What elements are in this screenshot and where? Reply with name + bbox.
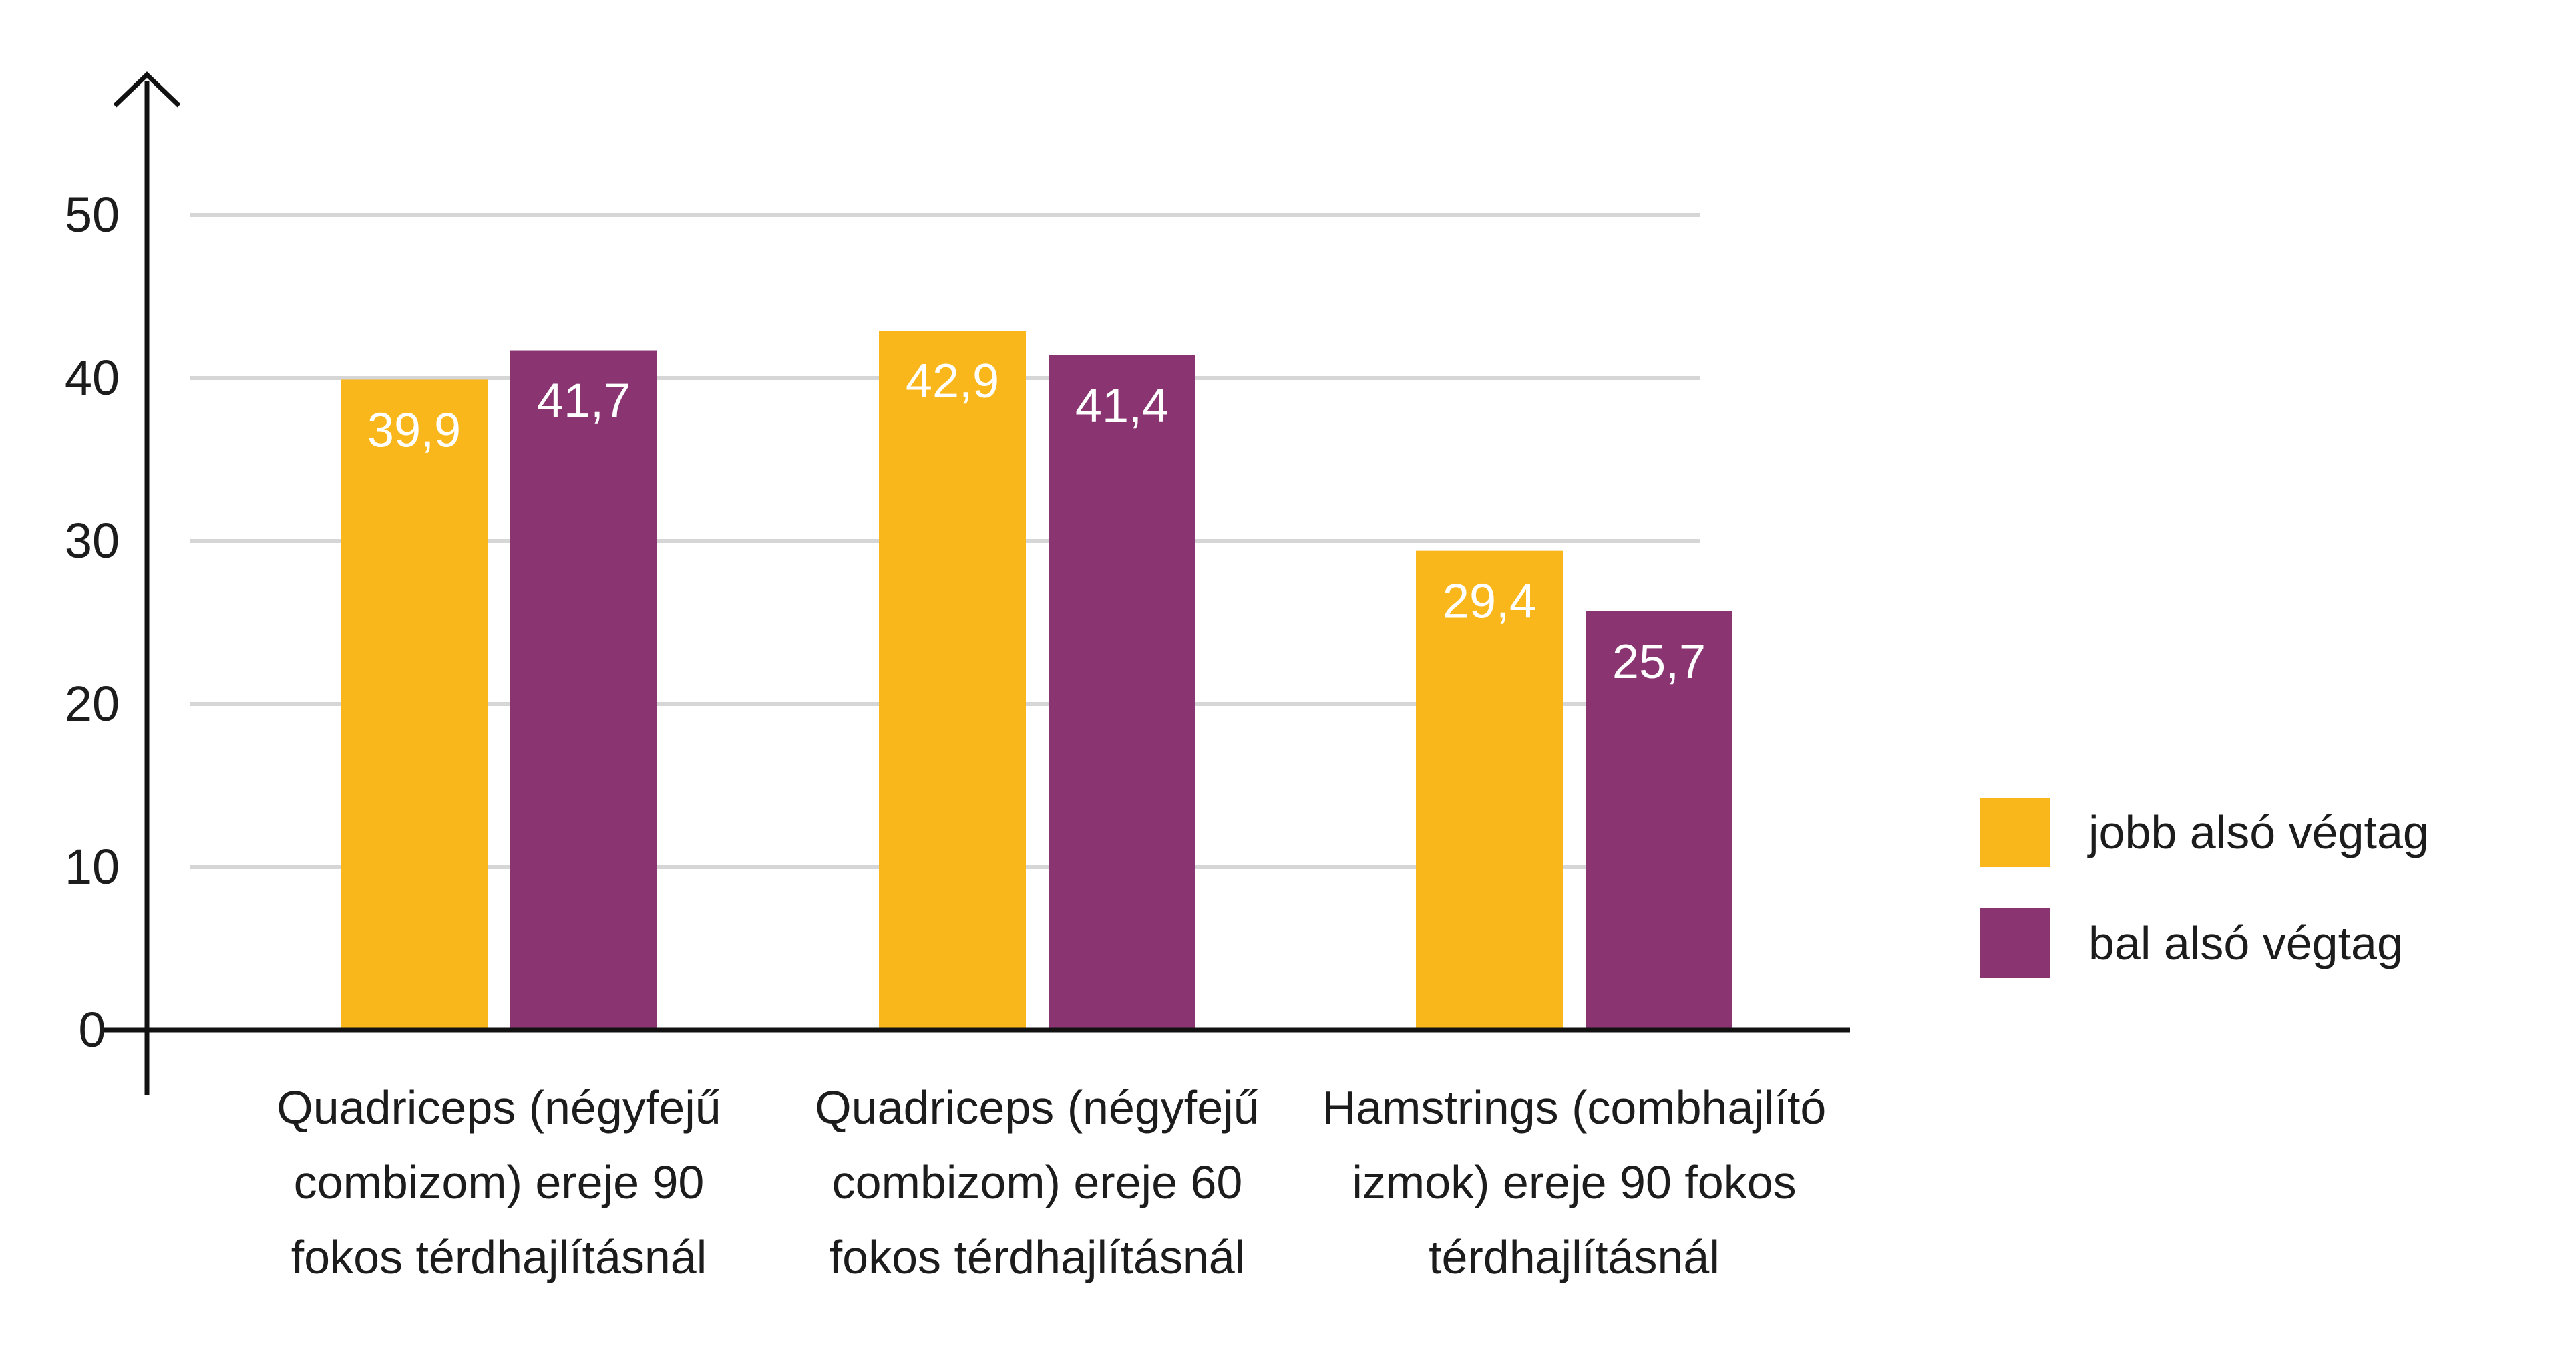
bar — [1586, 611, 1732, 1030]
category-label: fokos térdhajlításnál — [291, 1231, 707, 1283]
legend-label: jobb alsó végtag — [2087, 806, 2429, 858]
y-tick-label: 10 — [65, 839, 120, 894]
legend-swatch — [1980, 908, 2050, 978]
y-axis-arrow — [113, 71, 181, 108]
y-tick-label: 40 — [65, 350, 120, 405]
bar — [341, 379, 488, 1030]
bar-value-label: 29,4 — [1443, 575, 1536, 629]
category-label: Quadriceps (négyfejű — [277, 1081, 721, 1134]
category-label: combizom) ereje 90 — [294, 1156, 705, 1208]
legend-swatch — [1980, 798, 2050, 867]
bar — [1049, 355, 1195, 1030]
legend-label: bal alsó végtag — [2088, 917, 2403, 969]
y-tick-label: 30 — [65, 513, 120, 568]
y-tick-label: 20 — [65, 676, 120, 731]
axes — [100, 71, 1850, 1095]
bar — [1416, 550, 1563, 1030]
legend: jobb alsó végtag bal alsó végtag — [1980, 798, 2429, 978]
bar-value-label: 25,7 — [1612, 635, 1706, 689]
category-label: Hamstrings (combhajlító — [1322, 1081, 1827, 1134]
category-label: térdhajlításnál — [1429, 1231, 1720, 1283]
category-label: fokos térdhajlításnál — [830, 1231, 1246, 1283]
bar-value-label: 39,9 — [367, 403, 461, 457]
y-tick-label: 0 — [78, 1002, 106, 1057]
y-tick-labels: 0 10 20 30 40 50 — [65, 187, 120, 1057]
bar-value-label: 42,9 — [906, 355, 999, 408]
bar — [879, 331, 1026, 1030]
bar-value-label: 41,4 — [1075, 379, 1169, 433]
category-label: Quadriceps (négyfejű — [815, 1081, 1259, 1134]
y-tick-label: 50 — [65, 187, 120, 242]
category-labels: Quadriceps (négyfejű combizom) ereje 90 fo… — [277, 1081, 1826, 1283]
bars: 39,9 42,9 29,4 41,7 41,4 25,7 — [341, 331, 1732, 1030]
bar-value-label: 41,7 — [537, 375, 630, 428]
bar — [510, 350, 657, 1030]
category-label: izmok) ereje 90 fokos — [1352, 1156, 1796, 1208]
category-label: combizom) ereje 60 — [832, 1156, 1243, 1208]
